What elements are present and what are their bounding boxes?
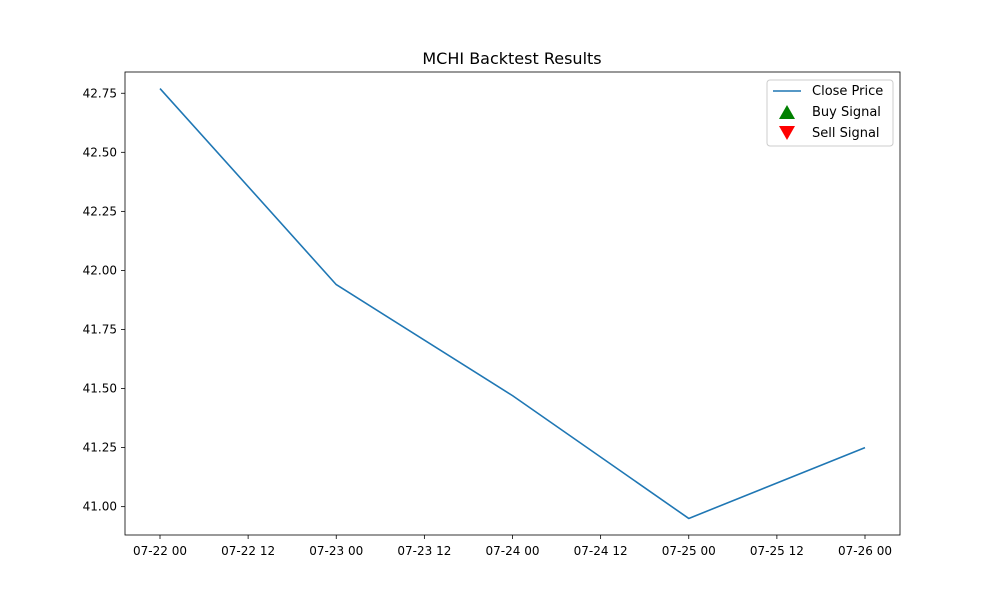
y-tick-label-1: 41.25 — [83, 441, 117, 455]
x-tick-label-3: 07-23 12 — [397, 544, 451, 558]
y-tick-label-3: 41.75 — [83, 322, 117, 336]
series-line-0 — [160, 89, 865, 519]
legend-label-0: Close Price — [812, 84, 883, 99]
x-tick-label-6: 07-25 00 — [662, 544, 716, 558]
chart-title: MCHI Backtest Results — [422, 49, 601, 68]
x-tick-label-8: 07-26 00 — [838, 544, 892, 558]
x-tick-label-5: 07-24 12 — [574, 544, 628, 558]
y-tick-label-0: 41.00 — [83, 500, 117, 514]
x-tick-label-1: 07-22 12 — [221, 544, 275, 558]
y-tick-label-6: 42.50 — [83, 145, 117, 159]
legend-label-1: Buy Signal — [812, 105, 881, 120]
x-tick-label-4: 07-24 00 — [486, 544, 540, 558]
x-tick-label-2: 07-23 00 — [309, 544, 363, 558]
y-tick-label-5: 42.25 — [83, 204, 117, 218]
y-tick-label-2: 41.50 — [83, 382, 117, 396]
legend-label-2: Sell Signal — [812, 126, 880, 141]
x-tick-label-0: 07-22 00 — [133, 544, 187, 558]
y-tick-label-4: 42.00 — [83, 263, 117, 277]
x-tick-label-7: 07-25 12 — [750, 544, 804, 558]
y-tick-label-7: 42.75 — [83, 86, 117, 100]
